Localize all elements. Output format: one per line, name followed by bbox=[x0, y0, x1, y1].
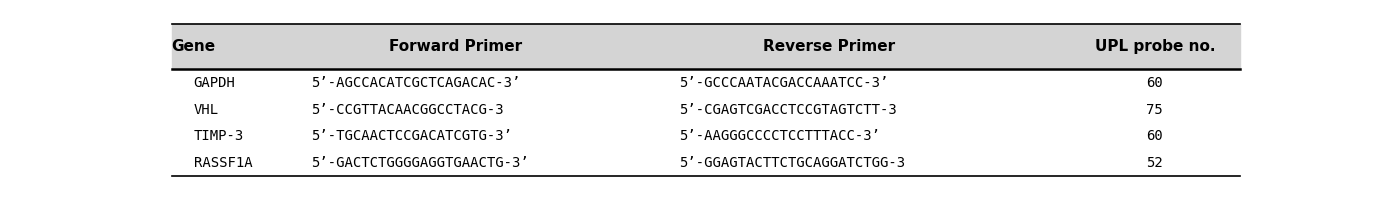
Text: TIMP-3: TIMP-3 bbox=[193, 129, 244, 143]
Text: 5’-AGCCACATCGCTCAGACAC-3’: 5’-AGCCACATCGCTCAGACAC-3’ bbox=[311, 76, 521, 90]
Text: 60: 60 bbox=[1146, 129, 1163, 143]
Bar bbox=[172, 24, 1240, 69]
Text: 5’-CCGTTACAACGGCCTACG-3: 5’-CCGTTACAACGGCCTACG-3 bbox=[311, 103, 504, 116]
Text: Forward Primer: Forward Primer bbox=[389, 39, 522, 54]
Text: 5’-AAGGGCCCCTCCTTTACC-3’: 5’-AAGGGCCCCTCCTTTACC-3’ bbox=[679, 129, 881, 143]
Text: 5’-GGAGTACTTCTGCAGGATCTGG-3: 5’-GGAGTACTTCTGCAGGATCTGG-3 bbox=[679, 156, 905, 170]
Text: RASSF1A: RASSF1A bbox=[193, 156, 252, 170]
Text: VHL: VHL bbox=[193, 103, 219, 116]
Text: GAPDH: GAPDH bbox=[193, 76, 236, 90]
Text: 5’-TGCAACTCCGACATCGTG-3’: 5’-TGCAACTCCGACATCGTG-3’ bbox=[311, 129, 513, 143]
Text: Gene: Gene bbox=[171, 39, 216, 54]
Text: 5’-GACTCTGGGGAGGTGAACTG-3’: 5’-GACTCTGGGGAGGTGAACTG-3’ bbox=[311, 156, 529, 170]
Text: 75: 75 bbox=[1146, 103, 1163, 116]
Text: 5’-GCCCAATACGACCAAATCC-3’: 5’-GCCCAATACGACCAAATCC-3’ bbox=[679, 76, 889, 90]
Text: UPL probe no.: UPL probe no. bbox=[1094, 39, 1215, 54]
Text: 60: 60 bbox=[1146, 76, 1163, 90]
Text: 5’-CGAGTCGACCTCCGTAGTCTT-3: 5’-CGAGTCGACCTCCGTAGTCTT-3 bbox=[679, 103, 897, 116]
Text: 52: 52 bbox=[1146, 156, 1163, 170]
Text: Reverse Primer: Reverse Primer bbox=[763, 39, 896, 54]
